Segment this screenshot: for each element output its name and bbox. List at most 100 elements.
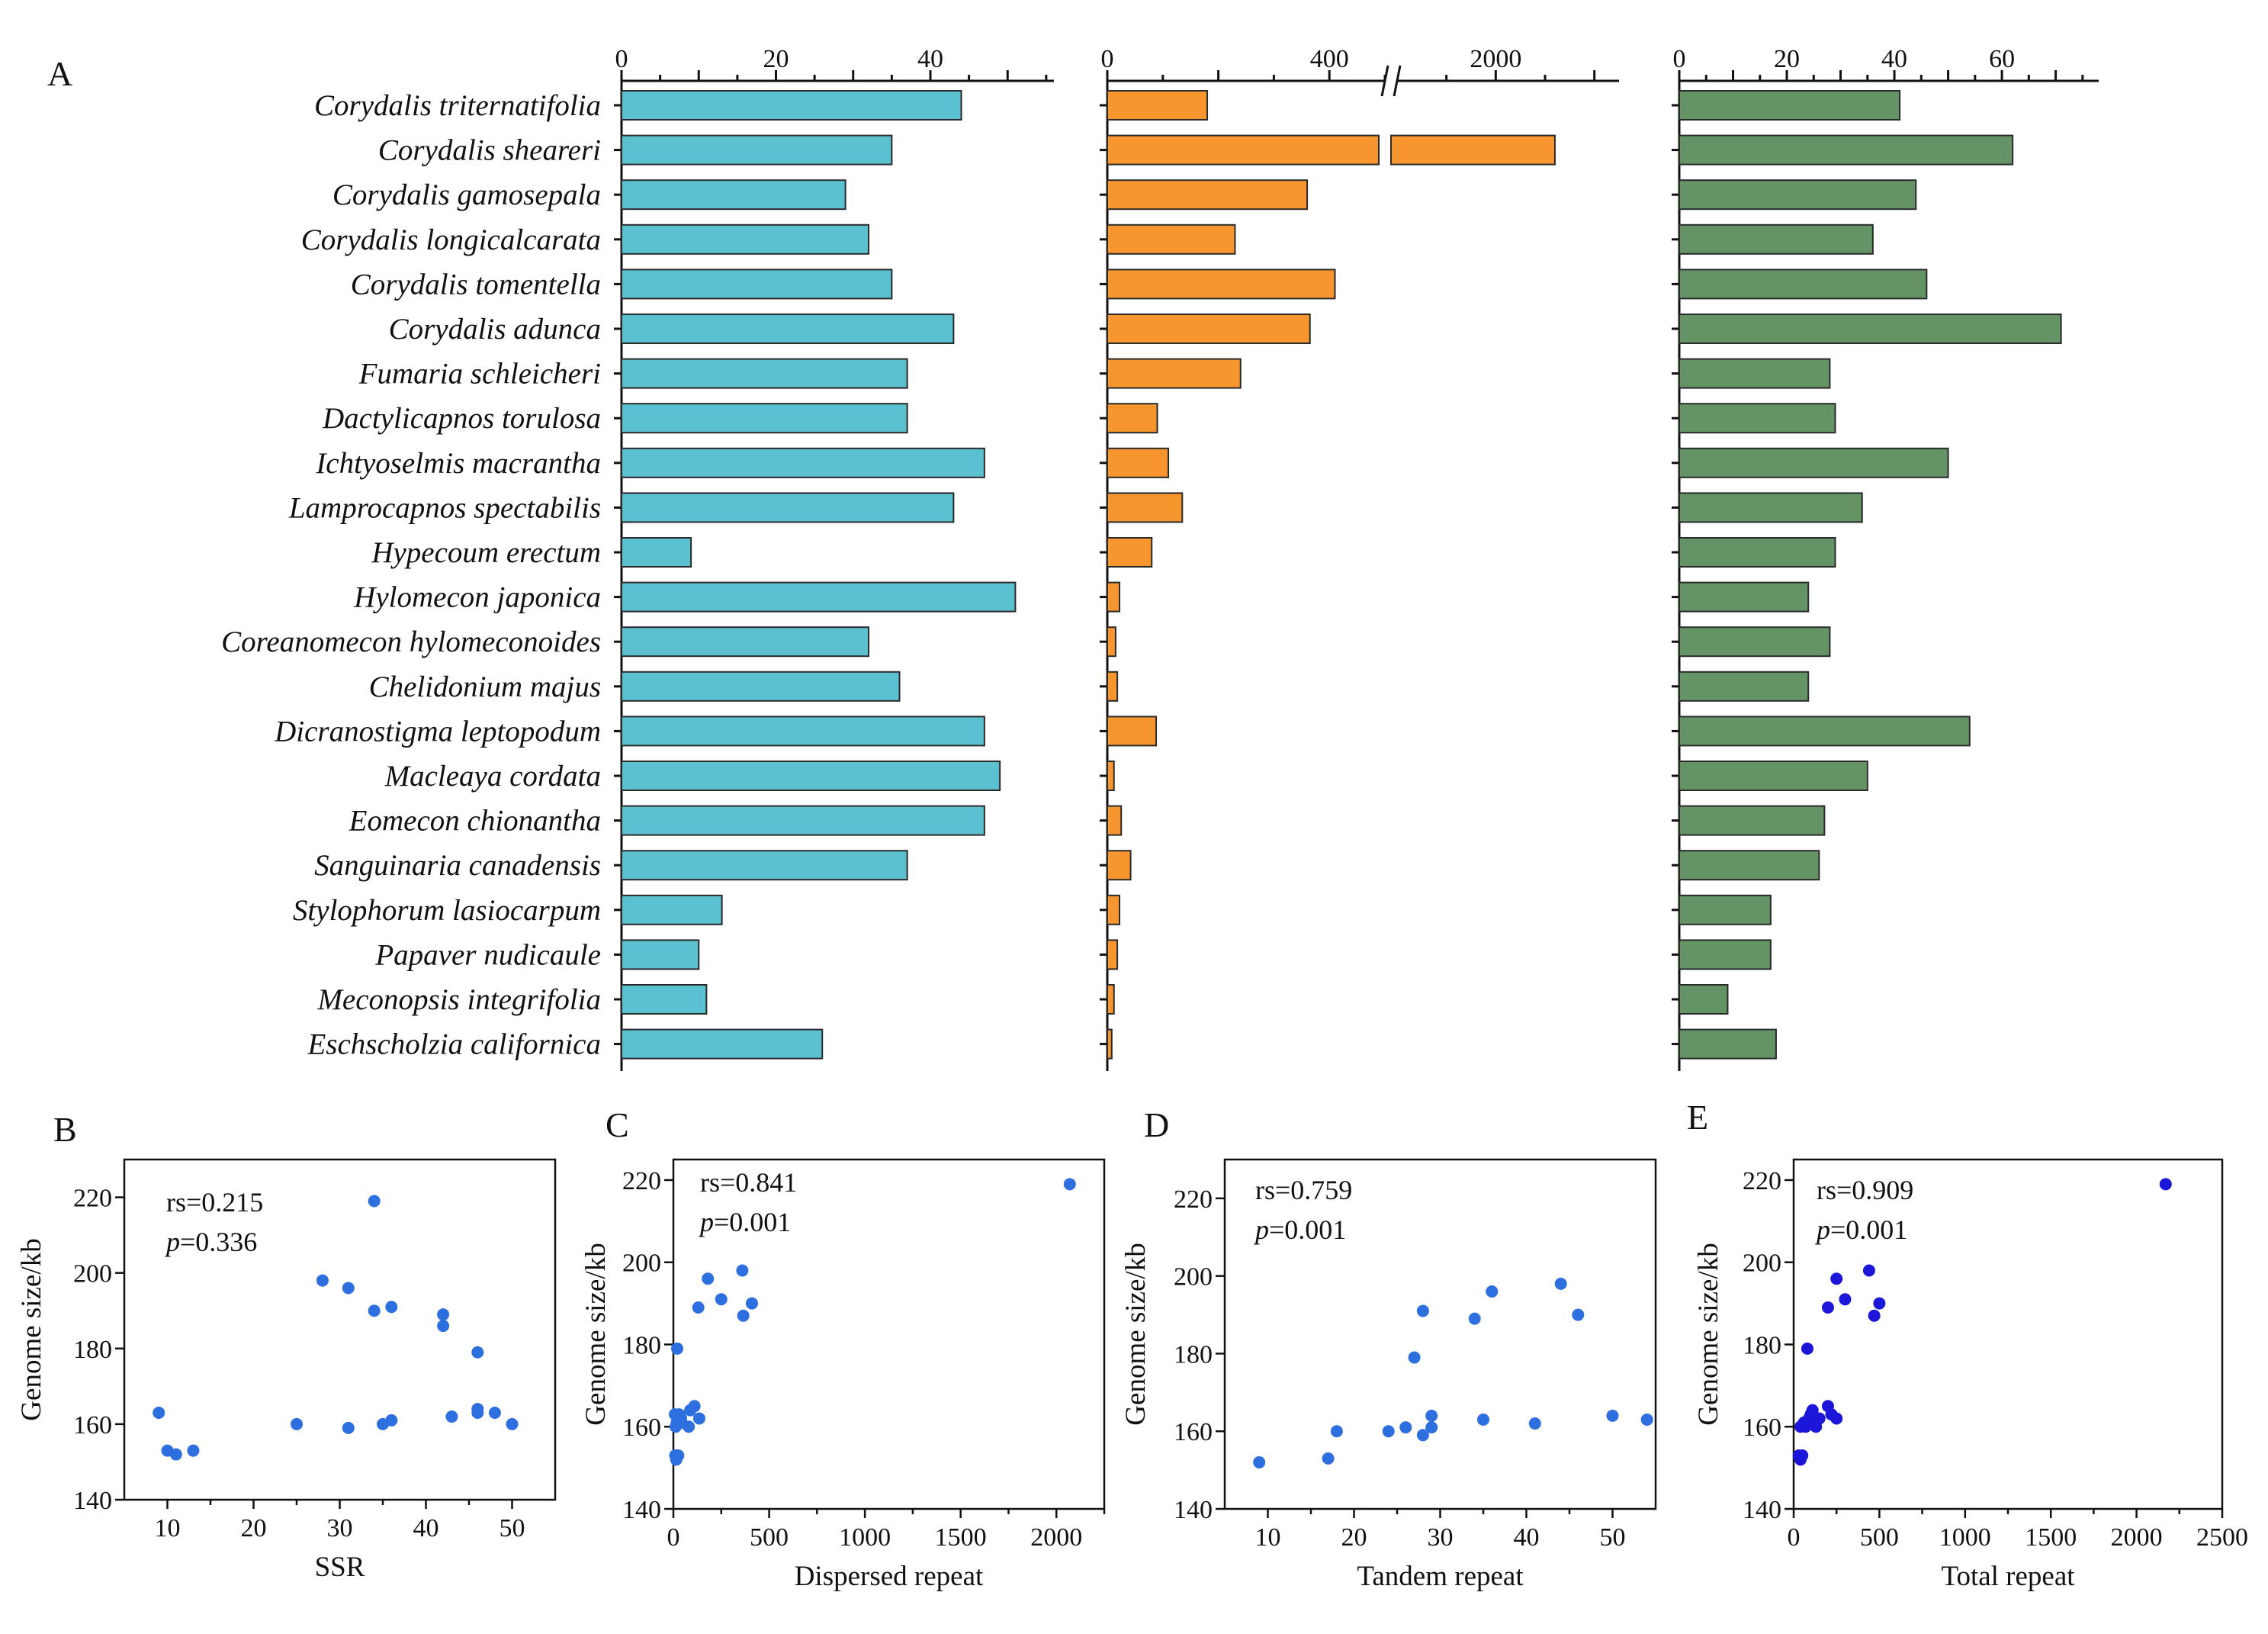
species-label-corydalis-sheareri: Corydalis sheareri — [378, 134, 601, 167]
p-annotation-b: p=0.336 — [164, 1227, 257, 1257]
data-point-e — [1868, 1309, 1881, 1322]
data-point-b — [445, 1410, 458, 1423]
x-tick-label-e: 500 — [1860, 1523, 1899, 1552]
bar-dispersed-repeat-ichtyoselmis-macrantha — [1107, 447, 1170, 478]
y-tick-label-b: 180 — [73, 1336, 112, 1364]
bar-dispersed-repeat-hylomecon-japonica — [1107, 581, 1121, 613]
data-point-b — [368, 1304, 381, 1317]
bar-dispersed-repeat-corydalis-longicalcarata — [1107, 224, 1236, 255]
tandem-axis-tick-label: 20 — [1774, 45, 1800, 73]
species-label-corydalis-gamosepala: Corydalis gamosepala — [332, 179, 601, 211]
bar-ssr-corydalis-longicalcarata — [621, 224, 869, 255]
data-point-b — [368, 1195, 381, 1208]
species-label-lamprocapnos-spectabilis: Lamprocapnos spectabilis — [288, 491, 601, 524]
data-point-e — [1839, 1293, 1852, 1306]
data-point-e — [1821, 1301, 1834, 1314]
bar-ssr-dactylicapnos-torulosa — [621, 403, 908, 434]
y-axis-title-e: Genome size/kb — [1693, 1243, 1724, 1425]
data-point-d — [1416, 1429, 1429, 1442]
data-point-d — [1425, 1421, 1438, 1434]
data-point-d — [1477, 1413, 1489, 1426]
tandem-axis-tick-label: 60 — [1989, 45, 2015, 73]
panel-letter-c: C — [606, 1105, 629, 1144]
data-point-d — [1322, 1452, 1335, 1465]
y-tick-label-e: 220 — [1743, 1167, 1781, 1195]
data-point-b — [153, 1407, 165, 1420]
p-value-b: =0.336 — [180, 1227, 257, 1257]
data-point-e — [1873, 1297, 1886, 1310]
y-tick-label-b: 220 — [73, 1185, 112, 1213]
bar-tandem-repeat-macleaya-cordata — [1679, 761, 1868, 791]
y-tick-label-e: 200 — [1743, 1250, 1781, 1278]
bar-ssr-corydalis-adunca — [621, 314, 955, 344]
bar-ssr-coreanomecon-hylomeconoides — [621, 626, 869, 658]
data-point-d — [1382, 1425, 1395, 1438]
p-value-e: =0.001 — [1830, 1214, 1907, 1245]
bar-dispersed-repeat-dicranostigma-leptopodum — [1107, 716, 1158, 747]
bar-tandem-repeat-dactylicapnos-torulosa — [1679, 403, 1836, 434]
bar-dispersed-repeat-macleaya-cordata — [1107, 761, 1115, 791]
data-point-c — [669, 1408, 682, 1421]
data-point-c — [688, 1400, 701, 1413]
bar-ssr-hypecoum-erectum — [621, 537, 692, 568]
data-point-b — [316, 1274, 329, 1287]
tandem-axis-tick-label: 0 — [1673, 45, 1686, 73]
y-tick-label-e: 180 — [1743, 1331, 1781, 1359]
data-point-e — [1801, 1342, 1813, 1355]
bar-tandem-repeat-coreanomecon-hylomeconoides — [1679, 626, 1831, 658]
species-label-chelidonium-majus: Chelidonium majus — [369, 671, 601, 703]
data-point-d — [1468, 1312, 1481, 1325]
species-label-hypecoum-erectum: Hypecoum erectum — [371, 536, 601, 569]
x-tick-label-b: 20 — [241, 1514, 267, 1542]
species-label-papaver-nudicaule: Papaver nudicaule — [374, 938, 601, 971]
bar-ssr-fumaria-schleicheri — [621, 358, 908, 389]
y-tick-label-c: 140 — [622, 1496, 661, 1524]
bar-ssr-sanguinaria-canadensis — [621, 850, 908, 881]
x-tick-label-c: 0 — [667, 1523, 680, 1552]
dispersed-axis-tick-label: 400 — [1310, 45, 1349, 73]
x-tick-label-c: 500 — [750, 1523, 789, 1552]
x-tick-label-e: 2000 — [2111, 1523, 2163, 1552]
bar-dispersed-repeat-eschscholzia-californica — [1107, 1028, 1113, 1060]
bar-ssr-stylophorum-lasiocarpum — [621, 894, 723, 925]
p-value-d: =0.001 — [1269, 1214, 1346, 1245]
bar-ssr-meconopsis-integrifolia — [621, 984, 708, 1015]
tandem-axis-tick-label: 40 — [1881, 45, 1907, 73]
bar-tandem-repeat-corydalis-triternatifolia — [1679, 90, 1901, 121]
bar-dispersed-repeat-chelidonium-majus — [1107, 671, 1119, 702]
x-tick-label-d: 10 — [1255, 1523, 1281, 1552]
bar-tandem-repeat-dicranostigma-leptopodum — [1679, 716, 1971, 747]
bar-dispersed-repeat-papaver-nudicaule — [1107, 939, 1119, 970]
x-tick-label-d: 20 — [1341, 1523, 1367, 1552]
x-axis-title-b: SSR — [315, 1552, 365, 1583]
ssr-axis-tick-label: 20 — [763, 45, 789, 73]
plot-frame-e — [1792, 1158, 2224, 1510]
bar-dispersed-repeat-corydalis-triternatifolia — [1107, 90, 1209, 121]
bar-ssr-corydalis-gamosepala — [621, 179, 846, 211]
bar-dispersed-repeat-lamprocapnos-spectabilis — [1107, 492, 1184, 523]
x-tick-label-e: 2500 — [2196, 1523, 2248, 1552]
scatter-panel-b: 10 20 30 40 50 140 160 180 200 220 SSR Genome size/… — [16, 1158, 557, 1583]
bar-ssr-papaver-nudicaule — [621, 939, 700, 970]
data-point-d — [1572, 1308, 1585, 1321]
bar-tandem-repeat-chelidonium-majus — [1679, 671, 1810, 702]
panel-letter-d: D — [1144, 1105, 1169, 1144]
bar-tandem-repeat-sanguinaria-canadensis — [1679, 850, 1820, 881]
data-point-e — [1830, 1412, 1843, 1425]
species-label-eschscholzia-californica: Eschscholzia californica — [307, 1028, 601, 1061]
data-point-c — [736, 1264, 749, 1277]
data-point-c — [1063, 1178, 1076, 1191]
bar-tandem-repeat-hylomecon-japonica — [1679, 581, 1810, 613]
data-point-e — [2159, 1178, 2172, 1191]
bar-ssr-eschscholzia-californica — [621, 1028, 824, 1060]
bar-tandem-repeat-meconopsis-integrifolia — [1679, 984, 1729, 1015]
p-symbol-b: p — [164, 1227, 180, 1257]
data-point-d — [1640, 1413, 1653, 1426]
bar-tandem-repeat-eomecon-chionantha — [1679, 805, 1826, 836]
data-point-b — [342, 1282, 355, 1295]
y-tick-label-c: 160 — [622, 1414, 661, 1442]
x-tick-label-e: 1500 — [2025, 1523, 2077, 1552]
species-label-corydalis-tomentella: Corydalis tomentella — [351, 268, 601, 301]
rs-annotation-b: rs=0.215 — [166, 1187, 263, 1217]
